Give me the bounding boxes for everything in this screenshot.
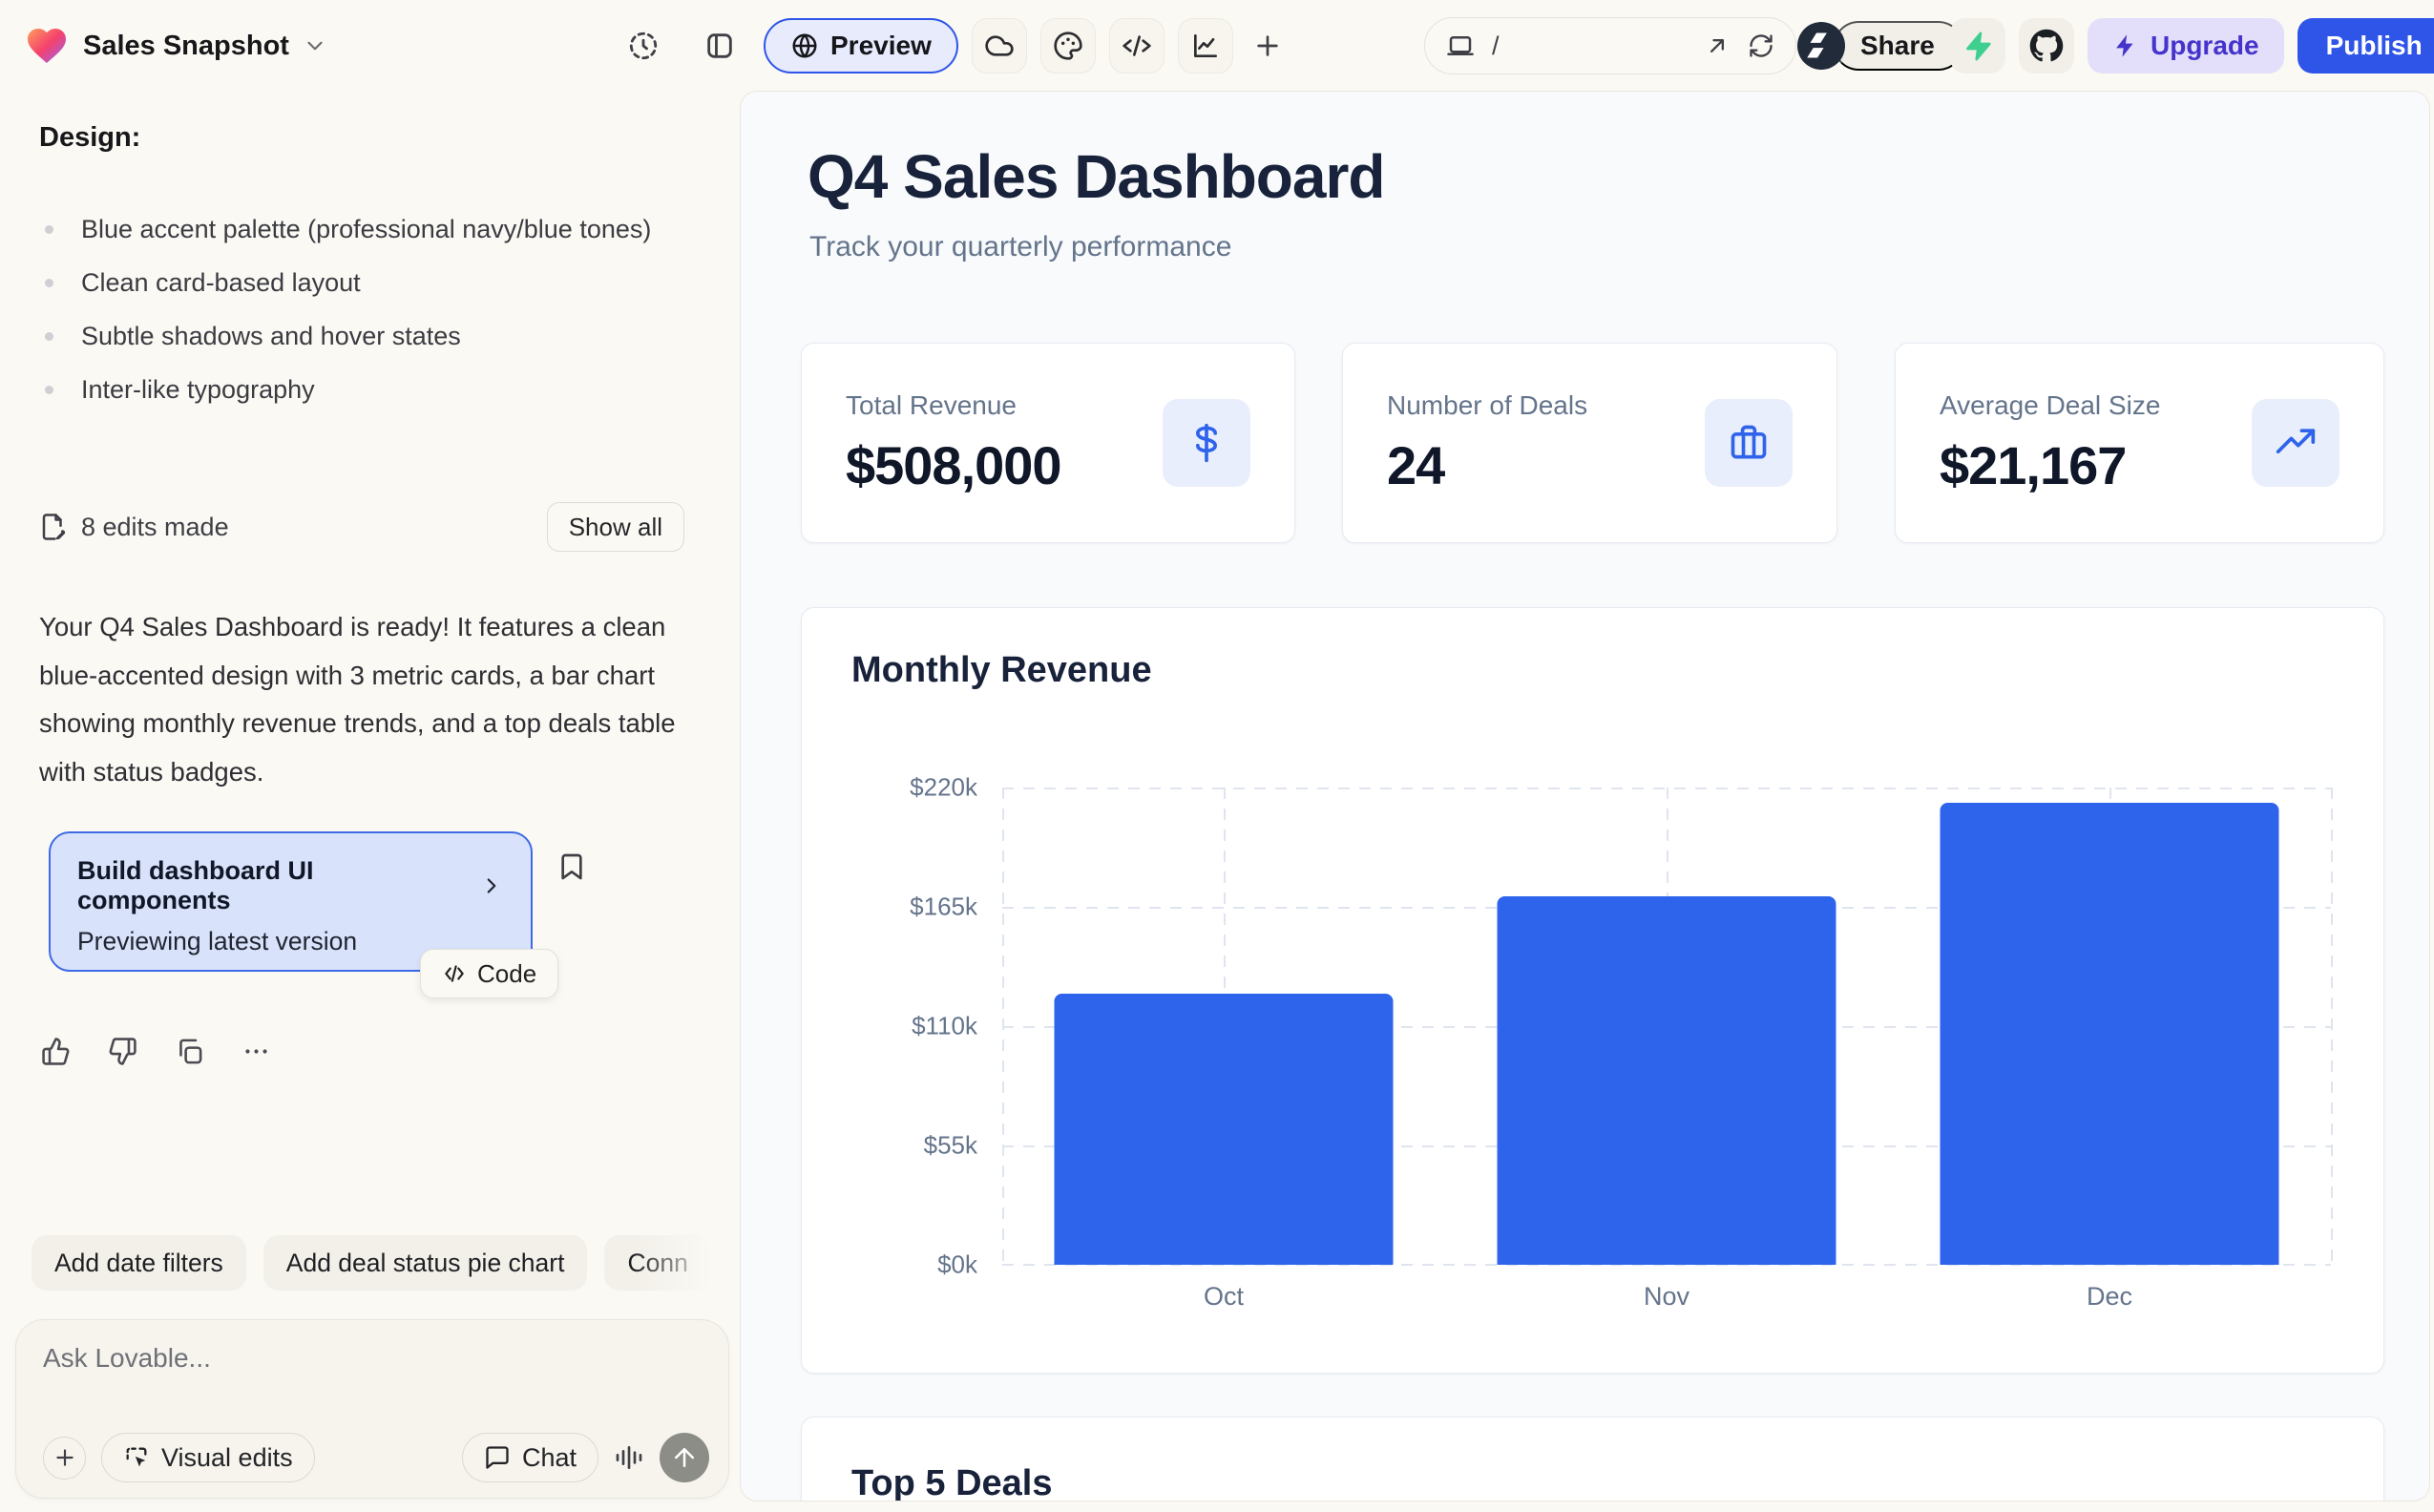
top-bar: Sales Snapshot Preview	[0, 0, 2434, 92]
design-heading: Design:	[39, 122, 141, 153]
bar-oct	[1054, 993, 1394, 1265]
github-icon[interactable]	[2019, 18, 2074, 74]
metric-value: 24	[1387, 434, 1445, 495]
design-bullet: Clean card-based layout	[39, 256, 660, 309]
share-button[interactable]: Share	[1834, 21, 1963, 71]
lovable-logo-icon	[24, 23, 70, 69]
y-tick: $165k	[910, 892, 977, 921]
suggestion-chip-date-filters[interactable]: Add date filters	[31, 1235, 246, 1291]
cloud-icon[interactable]	[971, 18, 1027, 74]
more-options-icon[interactable]	[241, 1037, 271, 1066]
chevron-down-icon	[303, 33, 327, 58]
project-name: Sales Snapshot	[83, 30, 289, 61]
gridline	[2331, 788, 2333, 1265]
suggestion-chip-connect[interactable]: Conn	[604, 1235, 711, 1291]
prompt-box: Visual edits Chat	[15, 1319, 729, 1499]
trending-up-icon	[2252, 399, 2340, 487]
project-avatar[interactable]	[1797, 22, 1845, 70]
file-edit-icon	[39, 513, 68, 541]
globe-icon	[790, 32, 819, 60]
upgrade-button[interactable]: Upgrade	[2088, 18, 2284, 74]
publish-button[interactable]: Publish	[2297, 18, 2434, 74]
metric-card-total-revenue: Total Revenue $508,000	[801, 343, 1295, 543]
y-tick: $55k	[923, 1130, 977, 1160]
select-cursor-icon	[123, 1444, 150, 1471]
show-all-button[interactable]: Show all	[546, 502, 684, 552]
chat-mode-button[interactable]: Chat	[461, 1433, 598, 1482]
dashboard-subtitle: Track your quarterly performance	[809, 231, 1232, 262]
code-view-icon[interactable]	[1108, 18, 1165, 74]
top-deals-card: Top 5 Deals	[801, 1417, 2384, 1502]
bar-plot	[1002, 788, 2333, 1266]
x-tick: Dec	[2086, 1282, 2132, 1311]
chart-y-axis: $220k $165k $110k $55k $0k	[802, 773, 977, 1279]
bookmark-icon[interactable]	[556, 851, 587, 882]
device-laptop-icon	[1446, 32, 1475, 60]
assistant-summary: Your Q4 Sales Dashboard is ready! It fea…	[39, 612, 676, 787]
dashboard-title: Q4 Sales Dashboard	[808, 142, 1385, 211]
preview-button[interactable]: Preview	[764, 18, 958, 74]
thumbs-up-icon[interactable]	[41, 1037, 71, 1066]
lightning-icon	[2112, 32, 2139, 59]
prompt-input[interactable]	[43, 1343, 709, 1433]
preview-panel: Q4 Sales Dashboard Track your quarterly …	[740, 91, 2430, 1502]
message-actions	[41, 1037, 271, 1066]
metric-label: Total Revenue	[846, 389, 1018, 420]
design-bullet-list: Blue accent palette (professional navy/b…	[39, 202, 660, 416]
gridline	[1002, 1264, 2331, 1266]
y-tick: $110k	[912, 1011, 977, 1040]
metric-label: Average Deal Size	[1940, 389, 2161, 420]
analytics-icon[interactable]	[1177, 18, 1233, 74]
open-external-icon[interactable]	[1704, 32, 1731, 59]
task-card-status: Previewing latest version	[77, 927, 358, 956]
visual-edits-button[interactable]: Visual edits	[101, 1433, 315, 1482]
refresh-icon[interactable]	[1748, 32, 1774, 59]
gridline	[1002, 788, 1004, 1265]
monthly-revenue-chart-card: Monthly Revenue $220k $165k $110k $55k $…	[801, 607, 2384, 1374]
sidebar-toggle-icon[interactable]	[695, 21, 745, 71]
task-card-title: Build dashboard UI components	[77, 856, 314, 914]
bar-nov	[1497, 895, 1836, 1265]
code-icon	[442, 961, 467, 986]
history-icon[interactable]	[619, 21, 668, 71]
metric-card-number-of-deals: Number of Deals 24	[1342, 343, 1837, 543]
top-deals-title: Top 5 Deals	[851, 1463, 1053, 1502]
chat-panel: Design: Blue accent palette (professiona…	[0, 92, 740, 1512]
metric-value: $21,167	[1940, 434, 2127, 495]
y-tick: $0k	[937, 1250, 977, 1279]
dollar-icon	[1163, 399, 1250, 487]
attach-plus-icon[interactable]	[43, 1436, 86, 1480]
chart-x-axis: Oct Nov Dec	[1002, 1282, 2331, 1320]
send-button[interactable]	[660, 1433, 709, 1482]
code-button[interactable]: Code	[420, 949, 559, 998]
task-card[interactable]: Build dashboard UI components Previewing…	[49, 831, 533, 972]
theme-palette-icon[interactable]	[1039, 18, 1096, 74]
design-bullet: Subtle shadows and hover states	[39, 309, 660, 363]
url-path: /	[1492, 31, 1500, 60]
thumbs-down-icon[interactable]	[108, 1037, 137, 1066]
suggestion-chips: Add date filters Add deal status pie cha…	[31, 1235, 740, 1292]
design-bullet: Inter-like typography	[39, 363, 660, 416]
supabase-icon[interactable]	[1950, 18, 2005, 74]
x-tick: Nov	[1643, 1282, 1690, 1311]
project-switcher[interactable]: Sales Snapshot	[24, 0, 327, 92]
chevron-right-icon	[479, 873, 504, 898]
design-bullet: Blue accent palette (professional navy/b…	[39, 202, 660, 256]
copy-icon[interactable]	[175, 1037, 204, 1066]
edits-count: 8 edits made	[81, 512, 229, 541]
metric-card-average-deal-size: Average Deal Size $21,167	[1895, 343, 2384, 543]
chat-bubble-icon	[484, 1444, 511, 1471]
url-bar[interactable]: /	[1424, 17, 1796, 74]
metric-label: Number of Deals	[1387, 389, 1588, 420]
x-tick: Oct	[1203, 1282, 1245, 1311]
add-tab-icon[interactable]	[1247, 25, 1289, 67]
bar-dec	[1940, 802, 2279, 1265]
voice-waveform-icon[interactable]	[614, 1442, 644, 1473]
metric-value: $508,000	[846, 434, 1062, 495]
edits-summary-row: 8 edits made Show all	[39, 502, 684, 552]
chart-title: Monthly Revenue	[851, 650, 1152, 690]
briefcase-icon	[1705, 399, 1793, 487]
suggestion-chip-pie-chart[interactable]: Add deal status pie chart	[262, 1235, 588, 1291]
y-tick: $220k	[910, 772, 977, 802]
